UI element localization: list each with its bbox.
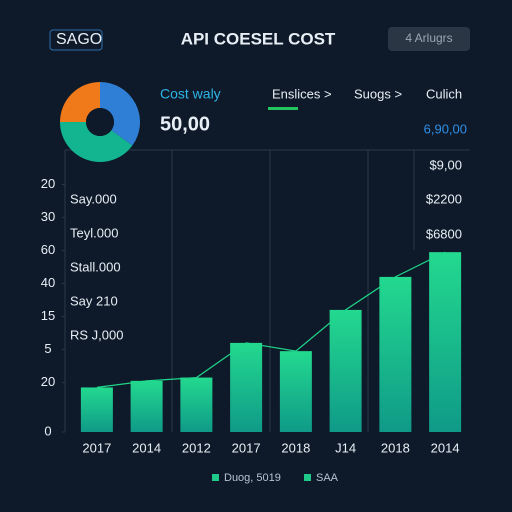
y-tick-label: 5 [44, 341, 51, 356]
bar [279, 351, 312, 432]
tab[interactable]: Suogs > [354, 86, 402, 101]
bar [80, 387, 113, 432]
overlay-label: Teyl.000 [70, 225, 118, 240]
overlay-label: Stall.000 [70, 259, 121, 274]
x-tick-label: 2018 [381, 440, 410, 455]
x-tick-label: 2018 [281, 440, 310, 455]
legend-swatch [304, 474, 311, 481]
legend-swatch [212, 474, 219, 481]
right-label: $6800 [426, 226, 462, 241]
bar [329, 309, 362, 432]
donut-segment [60, 122, 133, 162]
bar [130, 380, 163, 432]
x-tick-label: 2017 [232, 440, 261, 455]
logo: SAGO [56, 31, 102, 48]
y-tick-label: 60 [41, 242, 55, 257]
bar [230, 342, 263, 432]
x-tick-label: 2017 [82, 440, 111, 455]
legend-label: SAA [316, 472, 339, 484]
bar [379, 276, 412, 432]
title: API COESEL COST [181, 29, 336, 48]
right-label: $2200 [426, 191, 462, 206]
x-tick-label: 2014 [132, 440, 161, 455]
right-label: $9,00 [429, 157, 462, 172]
bar [429, 252, 462, 432]
donut-segment [100, 82, 140, 146]
button-label[interactable]: 4 Arlugrs [405, 31, 452, 45]
donut-segment [60, 82, 100, 122]
y-tick-label: 30 [41, 209, 55, 224]
total: 6,90,00 [424, 121, 467, 136]
y-tick-label: 40 [41, 275, 55, 290]
logo-frame [49, 29, 103, 51]
x-tick-label: J14 [335, 440, 356, 455]
x-tick-label: 2014 [431, 440, 460, 455]
x-tick-label: 2012 [182, 440, 211, 455]
button[interactable] [388, 27, 470, 51]
y-tick-label: 0 [44, 423, 51, 438]
tab[interactable]: Culich [426, 86, 462, 101]
overlay-label: RS J,000 [70, 327, 123, 342]
tab-indicator [268, 107, 298, 110]
bar [180, 377, 213, 432]
overlay-label: Say.000 [70, 191, 117, 206]
y-tick-label: 15 [41, 308, 55, 323]
donut-hole [86, 108, 114, 136]
tab[interactable]: Enslices > [272, 86, 332, 101]
y-tick-label: 20 [41, 374, 55, 389]
legend-label: Duog, 5019 [224, 472, 281, 484]
y-tick-label: 20 [41, 176, 55, 191]
overlay-label: Say 210 [70, 293, 118, 308]
trend-line [96, 251, 446, 388]
summary-label: Cost waly [160, 86, 221, 102]
summary-value: 50,00 [160, 113, 210, 135]
